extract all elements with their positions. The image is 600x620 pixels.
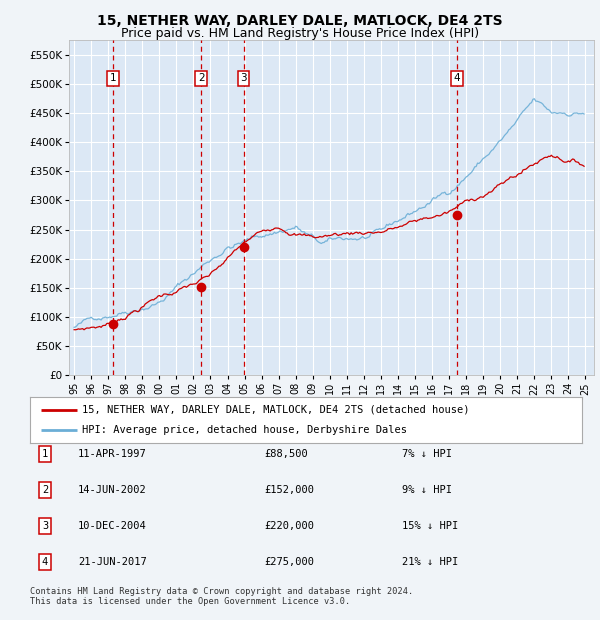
Text: 15% ↓ HPI: 15% ↓ HPI (402, 521, 458, 531)
Text: 21% ↓ HPI: 21% ↓ HPI (402, 557, 458, 567)
Text: HPI: Average price, detached house, Derbyshire Dales: HPI: Average price, detached house, Derb… (82, 425, 407, 435)
Text: 14-JUN-2002: 14-JUN-2002 (78, 485, 147, 495)
Text: £152,000: £152,000 (264, 485, 314, 495)
Text: 21-JUN-2017: 21-JUN-2017 (78, 557, 147, 567)
Text: 9% ↓ HPI: 9% ↓ HPI (402, 485, 452, 495)
Text: 4: 4 (454, 73, 460, 83)
Text: 4: 4 (42, 557, 48, 567)
Text: 2: 2 (42, 485, 48, 495)
Text: 7% ↓ HPI: 7% ↓ HPI (402, 449, 452, 459)
Text: 3: 3 (240, 73, 247, 83)
Text: 15, NETHER WAY, DARLEY DALE, MATLOCK, DE4 2TS (detached house): 15, NETHER WAY, DARLEY DALE, MATLOCK, DE… (82, 405, 470, 415)
Text: £88,500: £88,500 (264, 449, 308, 459)
Text: 1: 1 (110, 73, 116, 83)
Text: Contains HM Land Registry data © Crown copyright and database right 2024.
This d: Contains HM Land Registry data © Crown c… (30, 587, 413, 606)
Text: £220,000: £220,000 (264, 521, 314, 531)
Text: 10-DEC-2004: 10-DEC-2004 (78, 521, 147, 531)
Text: £275,000: £275,000 (264, 557, 314, 567)
Text: 3: 3 (42, 521, 48, 531)
Text: 15, NETHER WAY, DARLEY DALE, MATLOCK, DE4 2TS: 15, NETHER WAY, DARLEY DALE, MATLOCK, DE… (97, 14, 503, 28)
Text: 2: 2 (198, 73, 205, 83)
Text: 11-APR-1997: 11-APR-1997 (78, 449, 147, 459)
Text: 1: 1 (42, 449, 48, 459)
Text: Price paid vs. HM Land Registry's House Price Index (HPI): Price paid vs. HM Land Registry's House … (121, 27, 479, 40)
